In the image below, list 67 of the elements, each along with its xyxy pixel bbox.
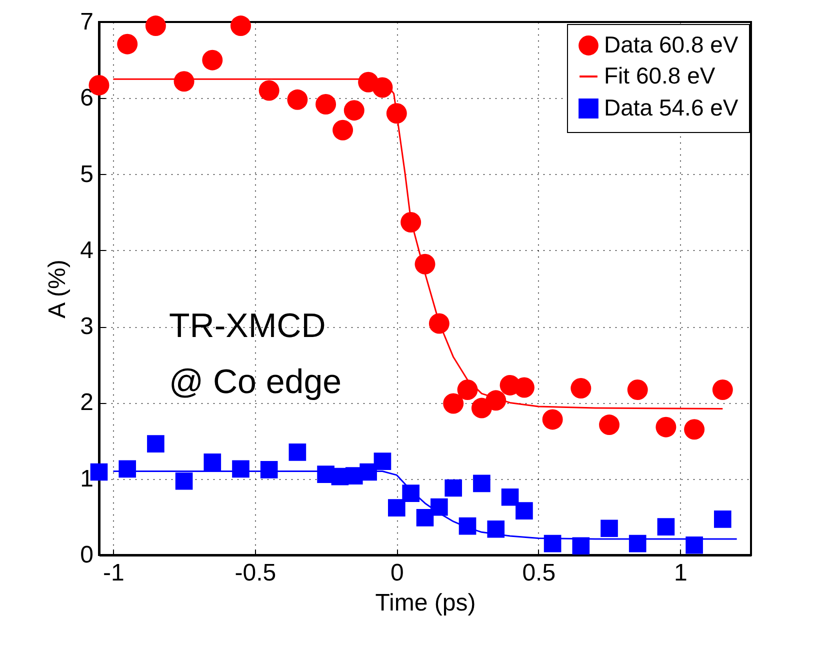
y-tick-label: 3 (80, 313, 94, 340)
point (374, 452, 392, 470)
point (147, 435, 164, 452)
point (542, 409, 563, 430)
y-tick-label: 2 (80, 389, 94, 416)
point (656, 416, 676, 438)
point (657, 518, 675, 536)
point (501, 488, 519, 506)
legend-label: Fit 60.8 eV (604, 62, 716, 88)
point (400, 212, 422, 232)
y-tick-label: 6 (80, 84, 94, 112)
x-tick-label: 0 (390, 560, 404, 586)
point (332, 120, 354, 140)
point (714, 510, 732, 528)
point (473, 474, 490, 492)
point (570, 378, 592, 398)
point (684, 419, 705, 440)
point (712, 380, 733, 400)
point (627, 380, 648, 400)
point (118, 460, 136, 478)
y-axis-title: A (%) (44, 260, 72, 318)
point (258, 80, 280, 101)
point (457, 380, 478, 400)
x-axis-title: Time (ps) (375, 590, 476, 616)
point (232, 460, 250, 478)
point (428, 313, 450, 334)
point (414, 254, 436, 274)
point (402, 484, 420, 502)
y-tick-label: 7 (80, 8, 94, 36)
x-tick-label: 0.5 (522, 560, 556, 586)
point (599, 414, 620, 436)
point (344, 100, 364, 121)
x-tick-label: -1 (103, 560, 124, 586)
point (516, 502, 533, 520)
point (572, 537, 590, 555)
point (175, 472, 193, 490)
point (386, 103, 407, 124)
point (487, 520, 505, 538)
point (416, 509, 434, 526)
point (388, 499, 406, 516)
point (444, 479, 462, 497)
point (288, 444, 306, 461)
point (430, 498, 448, 516)
point (202, 50, 223, 70)
point (287, 89, 308, 110)
legend-label: Data 60.8 eV (604, 32, 739, 58)
point (117, 34, 138, 54)
y-tick-label: 1 (80, 465, 94, 492)
point (486, 390, 506, 411)
x-tick-label: -0.5 (234, 560, 276, 586)
point (204, 453, 222, 471)
point (316, 94, 336, 114)
annotation: TR-XMCD (169, 307, 326, 345)
y-tick-label: 4 (80, 236, 94, 264)
x-tick-label: 1 (674, 560, 688, 586)
point (686, 536, 703, 554)
point (145, 16, 166, 36)
point (260, 461, 278, 478)
point (628, 534, 646, 552)
y-tick-label: 0 (80, 542, 94, 568)
point (600, 520, 618, 538)
legend-label: Data 54.6 eV (604, 94, 739, 120)
annotation: @ Co edge (169, 363, 342, 401)
point (174, 71, 194, 92)
y-tick-label: 5 (80, 160, 94, 188)
point (230, 16, 251, 36)
point (443, 393, 464, 414)
